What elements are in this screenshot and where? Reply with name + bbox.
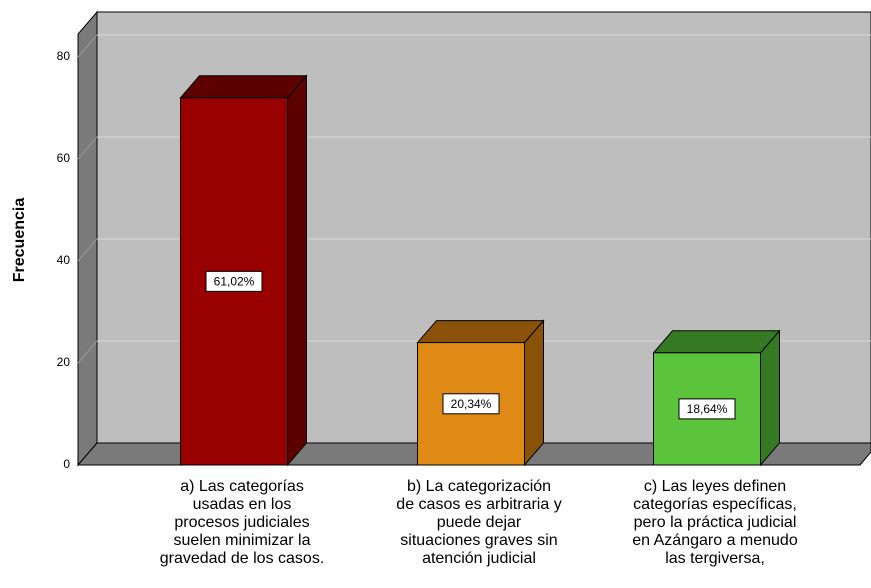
x-tick-label-box: c) Las leyes definen categorías específi… [632, 478, 798, 567]
grid-line [77, 136, 98, 160]
percentage-label-text: 18,64% [687, 402, 728, 416]
bar-side [287, 74, 307, 467]
x-tick-label-box: a) Las categorías usadas en los procesos… [159, 478, 325, 567]
bar-side [524, 319, 544, 467]
y-tick-label: 40 [57, 253, 71, 267]
grid-line [77, 34, 98, 58]
percentage-label-box [205, 270, 263, 292]
grid-line [77, 340, 98, 364]
bar-top [179, 75, 308, 99]
x-tick-label-box: b) La categorización de casos es arbitra… [396, 478, 562, 567]
percentage-label-text: 61,02% [214, 275, 255, 289]
percentage-label-box [442, 393, 500, 415]
bar-side [760, 329, 780, 467]
percentage-label-box [678, 398, 736, 420]
y-axis-label: Frecuencia [11, 198, 28, 283]
percentage-label: 18,64% [678, 398, 736, 420]
percentage-label: 61,02% [205, 270, 263, 292]
y-tick-label: 0 [63, 457, 70, 471]
percentage-label: 20,34% [442, 393, 500, 415]
x-tick-label: a) Las categorías usadas en los procesos… [159, 478, 325, 567]
bar-top [652, 330, 781, 354]
bar-top [416, 320, 545, 344]
x-tick-label: b) La categorización de casos es arbitra… [396, 478, 562, 567]
y-tick-label: 80 [57, 49, 71, 63]
y-tick-label: 60 [57, 151, 71, 165]
y-tick-label: 20 [57, 355, 71, 369]
grid-line [77, 238, 98, 262]
left-wall [77, 10, 98, 467]
percentage-label-text: 20,34% [451, 397, 492, 411]
x-tick-label: c) Las leyes definen categorías específi… [632, 478, 798, 567]
